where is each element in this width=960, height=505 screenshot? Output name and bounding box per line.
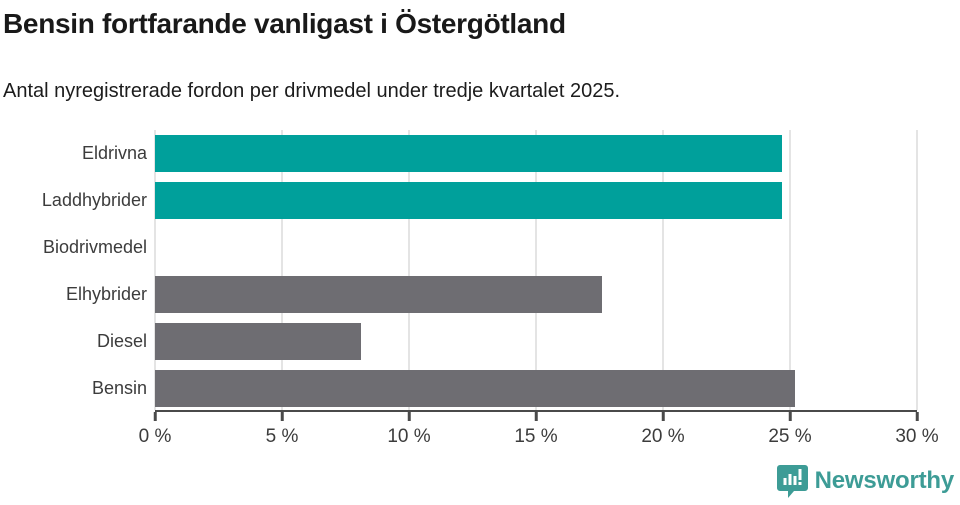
x-axis-tick-5 — [280, 412, 284, 421]
bar-elhybrider — [155, 276, 603, 313]
x-axis-tick-15 — [534, 412, 538, 421]
bar-laddhybrider — [155, 182, 783, 219]
bar-chart-plot: 0 % 5 % 10 % 15 % 20 % 25 % 30 % Eldrivna Laddhy… — [42, 130, 939, 447]
category-label: Eldrivna — [81, 143, 147, 163]
gridline-10 — [408, 130, 410, 410]
bar-diesel — [155, 323, 361, 360]
chart-row-diesel: Diesel — [97, 318, 917, 365]
bar-eldrivna — [155, 135, 783, 172]
gridline-20 — [662, 130, 664, 410]
x-axis-tick-label: 25 % — [768, 426, 812, 447]
category-label: Laddhybrider — [41, 190, 147, 210]
category-label: Diesel — [96, 331, 147, 351]
x-axis-tick-25 — [788, 412, 792, 421]
brand-logo: Newsworthy — [776, 463, 955, 498]
x-axis-tick-label: 20 % — [641, 426, 685, 447]
x-axis-tick-label: 5 % — [265, 426, 299, 447]
x-axis-tick-label: 15 % — [514, 426, 558, 447]
x-axis-tick-30 — [915, 412, 919, 421]
brand-name: Newsworthy — [814, 466, 955, 494]
bar-bensin — [155, 370, 796, 407]
category-label: Bensin — [91, 378, 147, 398]
chart-row-bensin: Bensin — [92, 365, 917, 412]
x-axis-tick-10 — [407, 412, 411, 421]
category-label: Biodrivmedel — [42, 237, 147, 257]
chart-row-biodrivmedel: Biodrivmedel — [43, 224, 917, 271]
gridline-30 — [916, 130, 918, 410]
gridline-5 — [281, 130, 283, 410]
chart-row-eldrivna: Eldrivna — [82, 130, 917, 177]
page-title: Bensin fortfarande vanligast i Östergötl… — [3, 8, 566, 39]
gridline-25 — [789, 130, 791, 410]
x-axis-tick-label: 30 % — [895, 426, 939, 447]
x-axis-tick-20 — [661, 412, 665, 421]
chart-row-elhybrider: Elhybrider — [66, 271, 917, 318]
gridline-0 — [154, 130, 156, 410]
chart-row-laddhybrider: Laddhybrider — [42, 177, 917, 224]
x-axis-tick-0 — [153, 412, 157, 421]
x-axis-tick-label: 0 % — [138, 426, 172, 447]
gridline-15 — [535, 130, 537, 410]
x-axis-tick-label: 10 % — [387, 426, 431, 447]
chart-subtitle: Antal nyregistrerade fordon per drivmede… — [3, 80, 621, 102]
newsworthy-icon — [776, 465, 808, 498]
category-label: Elhybrider — [65, 284, 147, 304]
